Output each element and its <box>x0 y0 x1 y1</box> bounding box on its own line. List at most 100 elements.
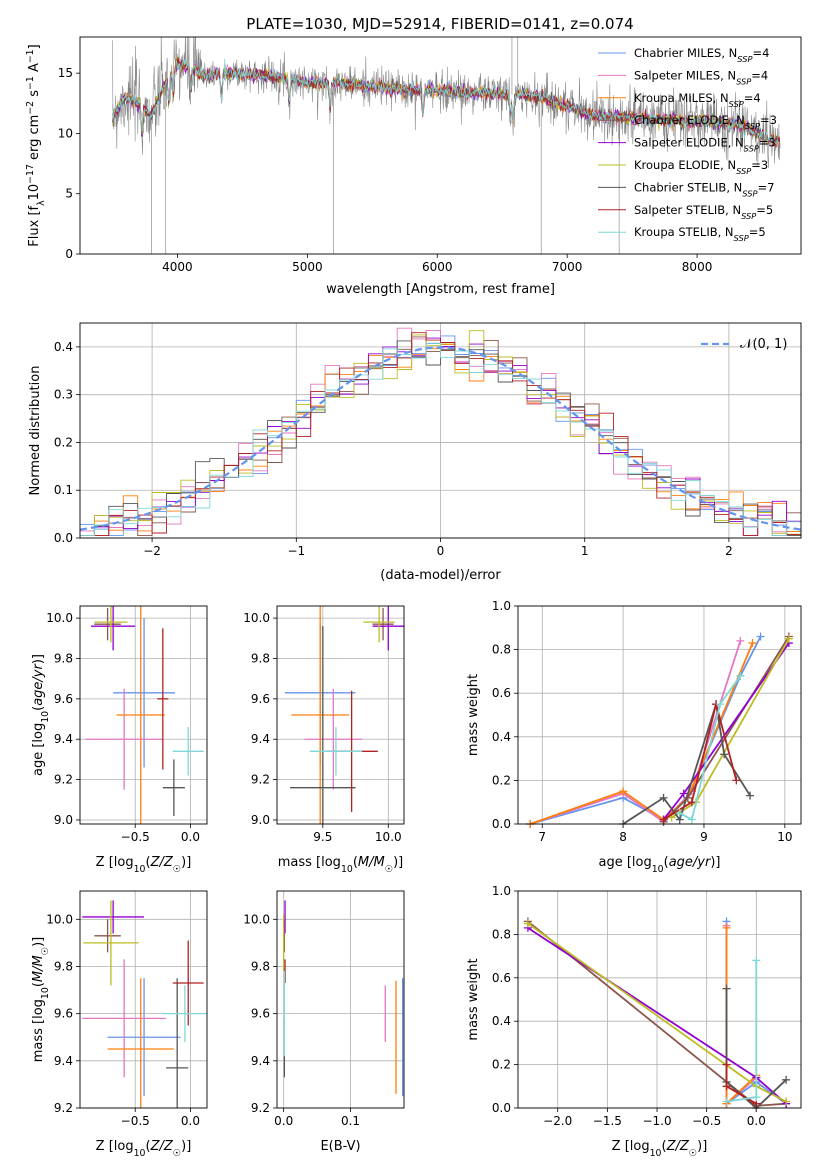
mass-weight-marker <box>782 1075 791 1084</box>
y-tick-label: 1.0 <box>492 599 511 613</box>
y-tick-label: 0.2 <box>492 773 511 787</box>
mass-weight-marker <box>659 815 668 824</box>
legend-entry: Kroupa MILES, NSSP=4 <box>634 91 761 109</box>
mass-weight-marker <box>722 1082 731 1091</box>
x-tick-label: −1 <box>287 544 305 558</box>
mass-weight-marker <box>736 671 745 680</box>
x-tick-label: −0.5 <box>121 830 150 844</box>
y-tick-label: 0.1 <box>54 483 73 497</box>
x-tick-label: 10.0 <box>375 830 402 844</box>
y-tick-label: 0.8 <box>492 643 511 657</box>
x-tick-label: 0.0 <box>274 1114 293 1128</box>
mass-weight-marker <box>732 776 741 785</box>
axes-frame <box>79 322 802 539</box>
y-tick-label: 0.2 <box>492 1058 511 1072</box>
model-spectrum-line <box>112 58 780 145</box>
mass-weight-marker <box>722 1060 731 1069</box>
y-tick-label: 1.0 <box>492 884 511 898</box>
mass-weight-marker <box>756 632 765 641</box>
x-axis-label: wavelength [Angstrom, rest frame] <box>326 282 555 297</box>
axes-frame <box>276 605 405 825</box>
y-tick-label: 0.0 <box>492 817 511 831</box>
legend-entry: Salpeter STELIB, NSSP=5 <box>634 203 773 221</box>
y-axis-label: Normed distribution <box>28 366 43 496</box>
x-tick-label: −1.5 <box>593 1114 622 1128</box>
x-tick-label: 8000 <box>682 260 713 274</box>
y-tick-label: 10.0 <box>243 912 270 926</box>
x-axis-label: E(B-V) <box>320 1139 360 1154</box>
y-tick-label: 9.6 <box>251 692 270 706</box>
x-tick-label: 4000 <box>162 260 193 274</box>
axes-frame <box>517 890 802 1109</box>
mass-vs-ebv-panel: 0.0 0.1 9.2 9.4 9.6 9.8 10.0 E(B-V) <box>243 890 405 1154</box>
mass-weight-line <box>529 642 754 824</box>
y-tick-label: 0 <box>65 247 73 261</box>
x-tick-label: 7 <box>538 830 546 844</box>
y-tick-label: 9.6 <box>54 692 73 706</box>
axes-frame <box>517 605 802 825</box>
y-axis-label: mass weight <box>466 674 481 756</box>
x-tick-label: 0 <box>437 544 445 558</box>
y-tick-label: 0.6 <box>492 686 511 700</box>
y-tick-label: 10.0 <box>243 611 270 625</box>
x-tick-label: −2.0 <box>543 1114 572 1128</box>
mass-weight-line <box>663 703 738 821</box>
y-tick-label: 9.2 <box>251 773 270 787</box>
x-axis-label: (data-model)/error <box>380 568 501 583</box>
mass-weight-marker <box>722 923 731 932</box>
x-tick-label: 2 <box>725 544 733 558</box>
x-tick-label: −0.5 <box>692 1114 721 1128</box>
mass-weight-marker <box>722 984 731 993</box>
y-tick-label: 9.6 <box>54 1007 73 1021</box>
x-tick-label: 6000 <box>422 260 453 274</box>
legend-entry: Kroupa ELODIE, NSSP=3 <box>634 158 768 176</box>
legend-entry: Chabrier MILES, NSSP=4 <box>634 46 769 64</box>
legend-entry: Salpeter ELODIE, NSSP=3 <box>634 136 776 154</box>
y-axis-label: mass weight <box>466 958 481 1040</box>
x-tick-label: 0.0 <box>181 1114 200 1128</box>
mass-weight-marker <box>784 634 793 643</box>
x-tick-label: 0.0 <box>747 1114 766 1128</box>
mass-weight-marker <box>675 809 684 818</box>
mass-weight-line <box>529 636 762 824</box>
legend-entry: Chabrier ELODIE, NSSP=3 <box>634 113 777 131</box>
y-tick-label: 10 <box>58 126 73 140</box>
y-tick-label: 0.0 <box>492 1101 511 1115</box>
x-tick-label: 9 <box>700 830 708 844</box>
x-tick-label: 0.0 <box>181 830 200 844</box>
y-tick-label: 9.0 <box>54 813 73 827</box>
y-axis-label: mass [log10(M/M☉)] <box>31 937 51 1063</box>
mass-weight-marker <box>523 919 532 928</box>
axes-frame <box>79 890 208 1109</box>
y-tick-label: 9.4 <box>251 1054 270 1068</box>
y-tick-label: 0.8 <box>492 927 511 941</box>
y-tick-label: 10.0 <box>46 912 73 926</box>
axes-frame <box>79 605 208 825</box>
x-tick-label: −1.0 <box>642 1114 671 1128</box>
mass-weight-marker <box>720 750 729 759</box>
x-axis-label: age [log10(age/yr)] <box>598 855 720 875</box>
y-tick-label: 9.2 <box>251 1101 270 1115</box>
legend-entry: Kroupa STELIB, NSSP=5 <box>634 225 766 243</box>
mass-weight-marker <box>752 1093 761 1102</box>
y-tick-label: 9.8 <box>54 959 73 973</box>
figure-title: PLATE=1030, MJD=52914, FIBERID=0141, z=0… <box>246 15 633 33</box>
residual-histogram-panel: −2 −1 0 1 2 0.0 0.1 0.2 0.3 0.4 𝒩(0, 1) (data-model… <box>28 322 802 583</box>
mass-weight-marker <box>746 791 755 800</box>
y-tick-label: 9.8 <box>251 651 270 665</box>
mass-weight-marker <box>748 639 757 648</box>
x-tick-label: 1 <box>581 544 589 558</box>
x-tick-label: 0.1 <box>341 1114 360 1128</box>
y-tick-label: 9.2 <box>54 1101 73 1115</box>
x-tick-label: 5000 <box>292 260 323 274</box>
y-tick-label: 0.2 <box>54 435 73 449</box>
y-tick-label: 9.0 <box>251 813 270 827</box>
histogram-step-line <box>80 342 801 537</box>
legend-entry: 𝒩(0, 1) <box>740 337 787 352</box>
mass-weight-marker <box>736 636 745 645</box>
age-vs-mass-panel: 9.5 10.0 9.0 9.2 9.4 9.6 9.8 10.0 mass [log10(M/… <box>243 605 405 875</box>
y-tick-label: 9.6 <box>251 1007 270 1021</box>
x-tick-label: 10 <box>777 830 792 844</box>
y-tick-label: 9.4 <box>54 1054 73 1068</box>
mass-weight-line <box>725 925 757 1106</box>
